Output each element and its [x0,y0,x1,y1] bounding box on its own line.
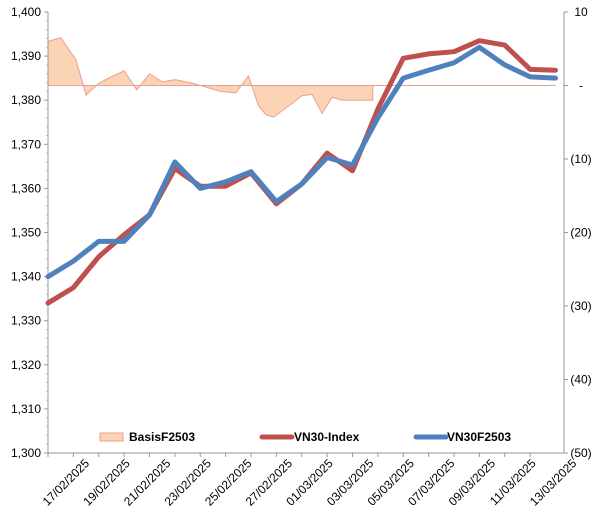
basis-area [47,37,374,118]
basis-area-layer [47,37,556,118]
y-left-tick-label: 1,340 [11,270,41,284]
y-left-tick-label: 1,370 [11,137,41,151]
y-left-tick-label: 1,300 [11,446,41,460]
legend-swatch-basis [99,432,124,442]
legend: BasisF2503 VN30-Index VN30F2503 [99,430,511,444]
y-left-tick-label: 1,330 [11,314,41,328]
y-left-tick-label: 1,350 [11,226,41,240]
y-left-tick-label: 1,320 [11,358,41,372]
y-left-tick-label: 1,310 [11,402,41,416]
y-right-tick-label: (30) [570,299,591,313]
y-left-tick-label: 1,390 [11,49,41,63]
y-right-tick-label: 10 [574,5,588,19]
legend-label-vn30f2503: VN30F2503 [447,430,511,444]
series-lines-layer [45,38,558,306]
y-right-tick-label: (50) [570,446,591,460]
legend-label-vn30-index: VN30-Index [294,430,360,444]
y-right-tick-label: (40) [570,373,591,387]
y-right-tick-label: (10) [570,152,591,166]
y-left-tick-label: 1,400 [11,5,41,19]
legend-label-basis: BasisF2503 [129,430,195,444]
y-right-tick-label: - [579,79,583,93]
vn30f2503-line [45,44,558,280]
y-left-tick-label: 1,380 [11,93,41,107]
y-left-tick-label: 1,360 [11,181,41,195]
y-right-tick-label: (20) [570,226,591,240]
